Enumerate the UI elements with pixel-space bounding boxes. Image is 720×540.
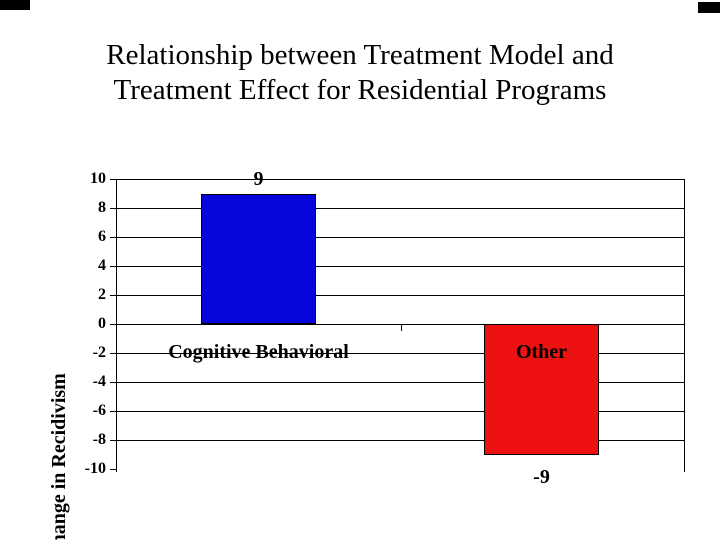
corner-mark-top-left: [0, 0, 30, 10]
slide-title: Relationship between Treatment Model and…: [0, 38, 720, 108]
y-tick-label: -2: [92, 344, 106, 361]
y-axis-tick: [110, 439, 117, 441]
bar-other: [484, 324, 599, 455]
y-tick-label: -10: [84, 460, 106, 477]
corner-mark-top-right: [698, 2, 720, 13]
y-axis-tick: [110, 265, 117, 267]
y-tick-label: -4: [92, 373, 106, 390]
gridline: [117, 207, 684, 209]
category-label: Cognitive Behavioral: [168, 341, 349, 363]
category-label: Other: [515, 341, 568, 363]
gridline: [117, 439, 684, 441]
y-tick-label: 0: [98, 315, 106, 332]
value-label: 9: [253, 167, 264, 190]
gridline: [117, 352, 684, 354]
y-axis-line: [116, 179, 117, 472]
y-axis-tick: [110, 381, 117, 383]
gridline: [117, 381, 684, 383]
gridline: [117, 265, 684, 267]
y-axis-tick: [110, 236, 117, 238]
slide-title-line-1: Relationship between Treatment Model and: [106, 39, 614, 71]
y-axis-tick: [110, 207, 117, 209]
y-axis-tick: [110, 294, 117, 296]
y-tick-label: 2: [98, 286, 106, 303]
plot-area: 10 8 6 4 2 0 -2 -4 -6 -8 -10 9 Cognitive Behavioral -…: [0, 150, 720, 510]
y-tick-label: 4: [98, 257, 106, 274]
y-tick-label: -8: [92, 431, 106, 448]
slide-title-line-2: Treatment Effect for Residential Program…: [113, 74, 607, 106]
gridline: [117, 236, 684, 238]
y-tick-label: -6: [92, 402, 106, 419]
gridline: [117, 410, 684, 412]
y-axis-tick: [110, 352, 117, 354]
y-axis-tick: [110, 468, 117, 470]
y-axis-tick: [110, 178, 117, 180]
y-tick-label: 8: [98, 199, 106, 216]
plot-right-border: [684, 179, 685, 472]
y-tick-label: 10: [90, 170, 106, 187]
bar-chart: % Change in Recidivism 10 8 6 4 2 0 -2 -4 -6 -8 -1…: [0, 150, 720, 540]
y-axis-tick: [110, 323, 117, 325]
category-axis-tick: [400, 324, 402, 331]
value-label: -9: [533, 465, 550, 488]
y-tick-label: 6: [98, 228, 106, 245]
y-axis-tick: [110, 410, 117, 412]
gridline: [117, 178, 684, 180]
gridline: [117, 294, 684, 296]
bar-cognitive-behavioral: [201, 193, 316, 324]
